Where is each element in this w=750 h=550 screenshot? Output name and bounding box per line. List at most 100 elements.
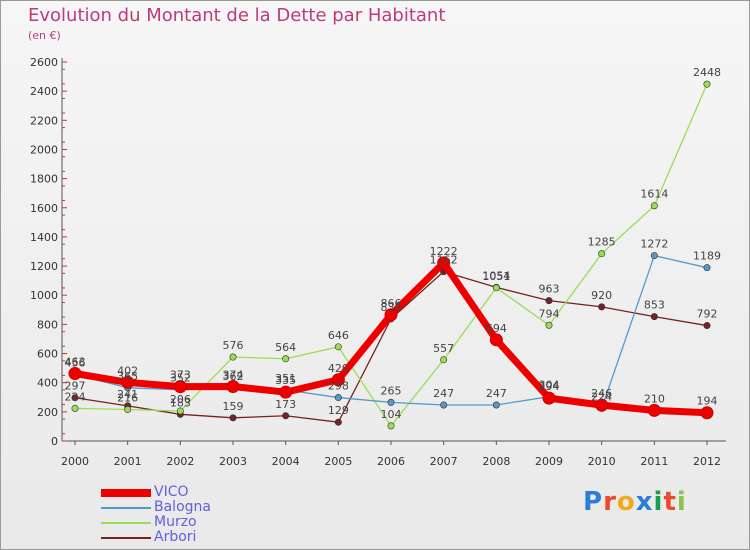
data-point-murzo bbox=[598, 250, 606, 258]
data-label-arbori: 129 bbox=[328, 404, 349, 417]
data-label-arbori: 173 bbox=[275, 398, 296, 411]
legend-label: Murzo bbox=[154, 514, 197, 530]
data-label-murzo: 557 bbox=[433, 342, 454, 355]
y-tick-label: 1400 bbox=[30, 231, 58, 244]
x-tick-label: 2007 bbox=[430, 455, 458, 468]
legend-swatch bbox=[101, 488, 151, 497]
data-point-murzo bbox=[703, 80, 711, 88]
x-tick-label: 2009 bbox=[535, 455, 563, 468]
data-label-murzo: 104 bbox=[381, 408, 402, 421]
data-label-balogna: 352 bbox=[170, 372, 191, 385]
data-label-arbori: 1054 bbox=[482, 269, 510, 282]
legend: VICO Balogna Murzo Arbori bbox=[101, 485, 211, 545]
data-label-balogna: 247 bbox=[433, 387, 454, 400]
data-label-murzo: 206 bbox=[170, 393, 191, 406]
data-point-vico bbox=[542, 391, 556, 405]
data-point-arbori bbox=[334, 418, 342, 426]
logo-letter: i bbox=[676, 487, 687, 517]
y-tick-label: 2200 bbox=[30, 114, 58, 127]
x-tick-label: 2006 bbox=[377, 455, 405, 468]
data-label-murzo: 1051 bbox=[482, 270, 510, 283]
x-tick-label: 2010 bbox=[588, 455, 616, 468]
data-label-vico: 335 bbox=[275, 374, 296, 387]
data-label-murzo: 2448 bbox=[693, 66, 721, 79]
legend-label: Balogna bbox=[154, 499, 211, 515]
data-point-arbori bbox=[71, 394, 79, 402]
y-tick-label: 1000 bbox=[30, 289, 58, 302]
legend-item-vico: VICO bbox=[101, 485, 211, 500]
x-tick-label: 2001 bbox=[114, 455, 142, 468]
y-tick-label: 200 bbox=[37, 406, 58, 419]
data-point-vico bbox=[700, 406, 714, 420]
chart-title: Evolution du Montant de la Dette par Hab… bbox=[28, 5, 446, 26]
data-label-arbori: 241 bbox=[117, 388, 138, 401]
legend-label: VICO bbox=[154, 484, 189, 500]
data-label-vico: 694 bbox=[486, 322, 507, 335]
x-tick-label: 2002 bbox=[166, 455, 194, 468]
data-point-murzo bbox=[334, 343, 342, 351]
data-point-vico bbox=[279, 385, 293, 399]
data-label-arbori: 1162 bbox=[430, 254, 458, 267]
legend-item-murzo: Murzo bbox=[101, 515, 211, 530]
y-tick-label: 400 bbox=[37, 377, 58, 390]
logo-letter: i bbox=[653, 487, 664, 517]
data-label-balogna: 365 bbox=[117, 370, 138, 383]
legend-item-balogna: Balogna bbox=[101, 500, 211, 515]
data-point-murzo bbox=[282, 355, 290, 363]
logo-letter: x bbox=[635, 487, 654, 517]
data-point-murzo bbox=[71, 404, 79, 412]
data-label-murzo: 564 bbox=[275, 341, 296, 354]
y-tick-label: 2600 bbox=[30, 56, 58, 69]
y-tick-label: 2000 bbox=[30, 143, 58, 156]
data-label-balogna: 298 bbox=[328, 380, 349, 393]
data-label-balogna: 1189 bbox=[693, 250, 721, 263]
data-point-arbori bbox=[229, 414, 237, 422]
y-tick-label: 1800 bbox=[30, 173, 58, 186]
logo-letter: r bbox=[603, 487, 617, 517]
x-tick-label: 2000 bbox=[61, 455, 89, 468]
data-label-murzo: 224 bbox=[65, 390, 86, 403]
y-tick-label: 1600 bbox=[30, 202, 58, 215]
data-label-murzo: 216 bbox=[117, 392, 138, 405]
data-point-murzo bbox=[440, 356, 448, 364]
x-tick-label: 2005 bbox=[324, 455, 352, 468]
data-point-vico bbox=[331, 373, 345, 387]
legend-swatch bbox=[101, 506, 151, 509]
data-label-arbori: 963 bbox=[539, 283, 560, 296]
data-point-murzo bbox=[650, 202, 658, 210]
legend-label: Arbori bbox=[154, 529, 197, 545]
data-label-murzo: 794 bbox=[539, 307, 560, 320]
data-point-balogna bbox=[387, 398, 395, 406]
data-point-balogna bbox=[492, 401, 500, 409]
data-point-murzo bbox=[124, 406, 132, 414]
data-label-vico: 373 bbox=[170, 369, 191, 382]
data-point-murzo bbox=[387, 422, 395, 430]
data-point-arbori bbox=[282, 412, 290, 420]
data-label-vico: 210 bbox=[644, 392, 665, 405]
data-point-arbori bbox=[598, 303, 606, 311]
data-label-balogna: 362 bbox=[223, 370, 244, 383]
data-point-murzo bbox=[545, 321, 553, 329]
data-point-vico bbox=[489, 333, 503, 347]
data-point-balogna bbox=[440, 401, 448, 409]
legend-swatch bbox=[101, 536, 151, 539]
data-label-arbori: 159 bbox=[223, 400, 244, 413]
data-label-balogna: 224 bbox=[591, 390, 612, 403]
x-tick-label: 2008 bbox=[482, 455, 510, 468]
data-point-arbori bbox=[703, 322, 711, 330]
legend-swatch bbox=[101, 521, 151, 524]
data-point-vico bbox=[226, 379, 240, 393]
data-label-balogna: 456 bbox=[65, 357, 86, 370]
data-label-murzo: 646 bbox=[328, 329, 349, 342]
x-tick-label: 2004 bbox=[272, 455, 300, 468]
data-label-vico: 294 bbox=[539, 380, 560, 393]
data-label-vico: 866 bbox=[381, 297, 402, 310]
data-label-balogna: 304 bbox=[539, 379, 560, 392]
data-label-arbori: 297 bbox=[65, 380, 86, 393]
data-point-vico bbox=[384, 308, 398, 322]
data-point-murzo bbox=[176, 407, 184, 415]
data-point-murzo bbox=[229, 353, 237, 361]
data-point-arbori bbox=[545, 297, 553, 305]
